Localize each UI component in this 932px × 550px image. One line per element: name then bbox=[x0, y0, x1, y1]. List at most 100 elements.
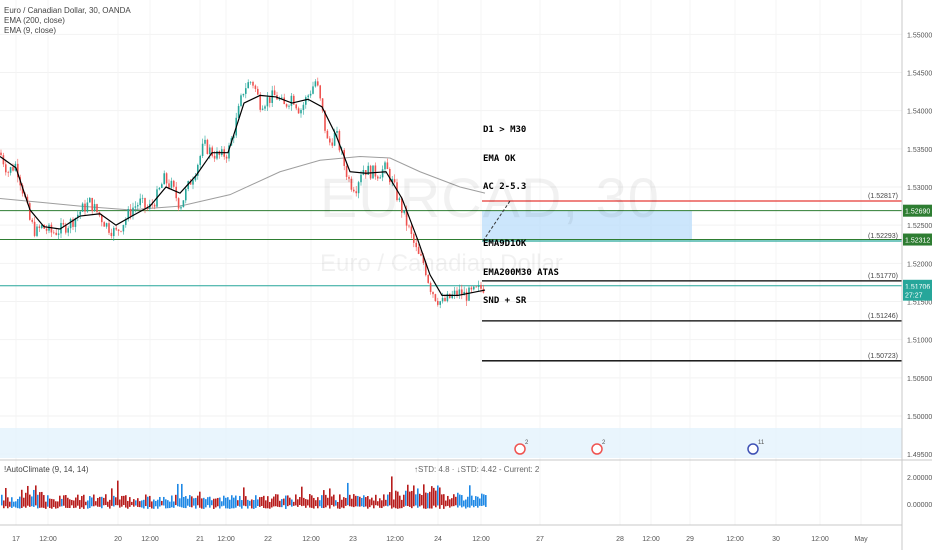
candle[interactable] bbox=[240, 95, 242, 106]
candle[interactable] bbox=[249, 81, 252, 83]
candle[interactable] bbox=[209, 147, 211, 154]
event-marker-icon[interactable] bbox=[514, 443, 526, 455]
candle[interactable] bbox=[53, 232, 55, 234]
candle[interactable] bbox=[290, 95, 293, 106]
candle[interactable] bbox=[192, 180, 194, 185]
candle[interactable] bbox=[403, 210, 405, 213]
candle[interactable] bbox=[86, 202, 89, 212]
candle[interactable] bbox=[391, 179, 393, 183]
candle[interactable] bbox=[362, 170, 365, 175]
candle[interactable] bbox=[398, 198, 401, 201]
candle[interactable] bbox=[393, 179, 396, 183]
candle[interactable] bbox=[7, 172, 9, 173]
candle[interactable] bbox=[456, 290, 458, 296]
candle[interactable] bbox=[475, 286, 477, 288]
candle[interactable] bbox=[41, 224, 43, 228]
candle[interactable] bbox=[31, 219, 33, 222]
candle[interactable] bbox=[384, 162, 386, 170]
candle[interactable] bbox=[139, 198, 141, 206]
candle[interactable] bbox=[197, 164, 199, 176]
candle[interactable] bbox=[259, 94, 261, 110]
candle[interactable] bbox=[264, 106, 266, 109]
candle[interactable] bbox=[281, 97, 283, 99]
candle[interactable] bbox=[211, 147, 213, 156]
candle[interactable] bbox=[129, 208, 132, 216]
candle[interactable] bbox=[410, 226, 413, 235]
candle[interactable] bbox=[453, 290, 456, 295]
candle[interactable] bbox=[165, 173, 168, 184]
candle[interactable] bbox=[93, 204, 96, 212]
candle[interactable] bbox=[333, 132, 336, 146]
candle[interactable] bbox=[225, 156, 228, 159]
candle[interactable] bbox=[309, 93, 312, 96]
candle[interactable] bbox=[427, 275, 429, 283]
candle[interactable] bbox=[269, 97, 271, 103]
candle[interactable] bbox=[127, 208, 129, 220]
candle[interactable] bbox=[189, 181, 192, 185]
candle[interactable] bbox=[254, 85, 257, 89]
candle[interactable] bbox=[168, 183, 170, 188]
candle[interactable] bbox=[338, 130, 341, 151]
candle[interactable] bbox=[113, 227, 115, 237]
candle[interactable] bbox=[91, 197, 93, 212]
candle[interactable] bbox=[302, 104, 305, 110]
candle[interactable] bbox=[285, 104, 288, 107]
candle[interactable] bbox=[74, 217, 77, 227]
candle[interactable] bbox=[353, 189, 355, 192]
symbol-title[interactable]: Euro / Canadian Dollar, 30, OANDA bbox=[4, 6, 131, 15]
candle[interactable] bbox=[175, 186, 177, 199]
candle[interactable] bbox=[266, 97, 269, 107]
candle[interactable] bbox=[134, 206, 137, 208]
candle[interactable] bbox=[458, 289, 461, 296]
candle[interactable] bbox=[408, 225, 410, 227]
candle[interactable] bbox=[158, 187, 161, 190]
candle[interactable] bbox=[77, 214, 79, 218]
candle[interactable] bbox=[381, 169, 384, 178]
candle[interactable] bbox=[55, 232, 57, 235]
candle[interactable] bbox=[273, 90, 276, 96]
candle[interactable] bbox=[144, 198, 146, 208]
candle[interactable] bbox=[295, 104, 297, 109]
candle[interactable] bbox=[372, 165, 374, 179]
candle[interactable] bbox=[153, 204, 156, 207]
event-marker-icon[interactable] bbox=[747, 443, 759, 455]
candle[interactable] bbox=[317, 81, 319, 86]
candle[interactable] bbox=[141, 198, 144, 199]
candle[interactable] bbox=[65, 224, 67, 233]
candle[interactable] bbox=[9, 167, 12, 173]
candle[interactable] bbox=[228, 145, 230, 159]
candle[interactable] bbox=[288, 105, 290, 107]
subpanel-legend[interactable]: !AutoClimate (9, 14, 14) bbox=[4, 465, 89, 474]
candle[interactable] bbox=[115, 227, 117, 230]
candle[interactable] bbox=[67, 228, 69, 233]
candle[interactable] bbox=[245, 88, 247, 94]
projection-line[interactable] bbox=[482, 200, 511, 242]
candle[interactable] bbox=[331, 142, 333, 146]
candle[interactable] bbox=[110, 232, 113, 237]
candle[interactable] bbox=[26, 196, 29, 204]
candle[interactable] bbox=[369, 165, 372, 179]
candle[interactable] bbox=[45, 228, 48, 231]
candle[interactable] bbox=[81, 203, 84, 212]
candle[interactable] bbox=[386, 162, 389, 169]
candle[interactable] bbox=[233, 135, 235, 139]
candle[interactable] bbox=[96, 204, 98, 212]
candle[interactable] bbox=[146, 207, 149, 209]
candle[interactable] bbox=[38, 226, 41, 228]
candle[interactable] bbox=[405, 210, 408, 226]
candle[interactable] bbox=[417, 247, 420, 254]
candle[interactable] bbox=[170, 180, 173, 188]
candle[interactable] bbox=[242, 93, 245, 96]
candle[interactable] bbox=[293, 95, 295, 105]
candle[interactable] bbox=[365, 170, 367, 175]
candle[interactable] bbox=[29, 203, 31, 220]
candle[interactable] bbox=[17, 163, 19, 178]
candle[interactable] bbox=[336, 130, 338, 133]
candle[interactable] bbox=[425, 263, 427, 276]
ema9-path[interactable] bbox=[0, 94, 486, 297]
candle[interactable] bbox=[413, 234, 415, 243]
candle[interactable] bbox=[355, 191, 357, 194]
candle[interactable] bbox=[463, 291, 465, 296]
candle[interactable] bbox=[199, 156, 201, 165]
